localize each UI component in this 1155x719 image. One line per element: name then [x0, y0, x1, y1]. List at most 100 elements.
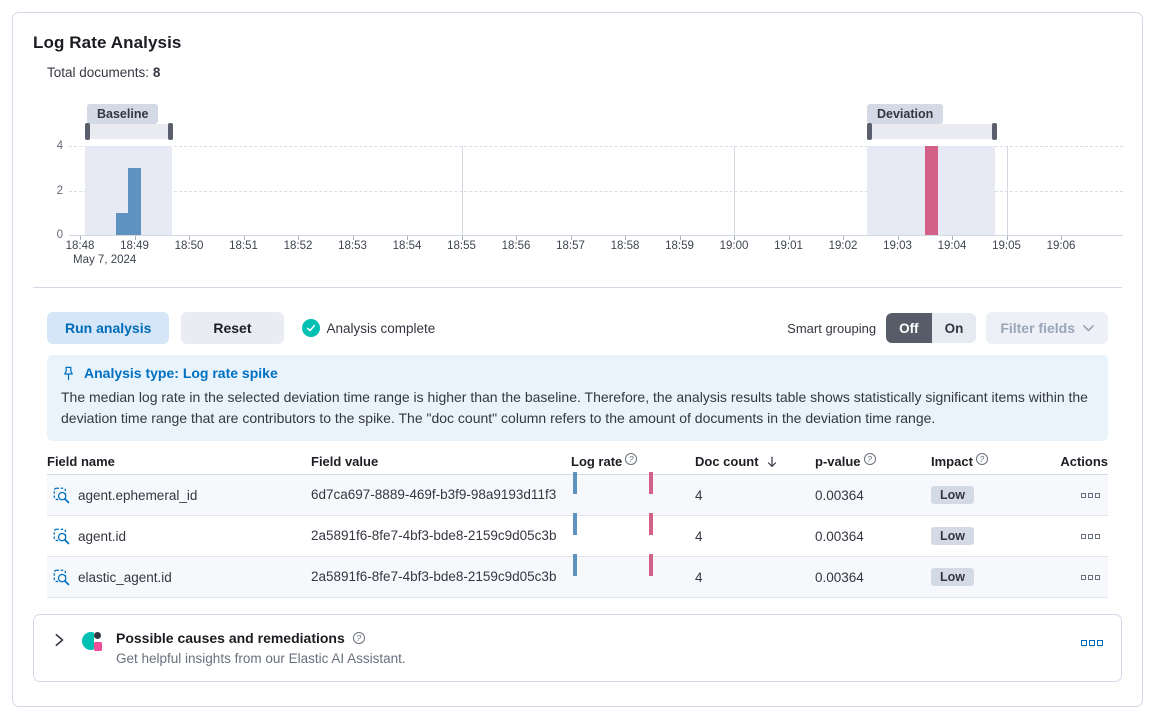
log-rate-analysis-panel: Log Rate Analysis Total documents: 8 Bas…	[12, 12, 1143, 707]
deviation-brush-left-handle[interactable]	[867, 123, 872, 140]
analysis-status-label: Analysis complete	[326, 320, 436, 336]
impact-badge: Low	[931, 527, 974, 545]
x-tick: 19:03	[880, 236, 916, 252]
doc-count-value: 4	[695, 569, 703, 585]
divider	[33, 287, 1122, 288]
question-icon[interactable]: ?	[863, 452, 876, 465]
deviation-badge: Deviation	[867, 104, 944, 124]
row-actions-button[interactable]	[1081, 574, 1100, 580]
smart-grouping-on-button[interactable]: On	[931, 313, 977, 343]
deviation-brush[interactable]	[867, 123, 997, 140]
baseline-mini-bar	[573, 513, 577, 535]
elastic-ai-assistant-icon	[82, 631, 102, 651]
sort-descending-icon	[767, 456, 776, 467]
question-icon[interactable]: ?	[625, 452, 638, 465]
header-p-value[interactable]: p-value?	[815, 452, 931, 469]
baseline-badge: Baseline	[87, 104, 159, 124]
filter-fields-button[interactable]: Filter fields	[986, 312, 1108, 344]
total-documents-label: Total documents:	[47, 65, 150, 80]
question-icon[interactable]: ?	[352, 632, 365, 644]
ai-panel-title: Possible causes and remediations	[116, 630, 345, 646]
field-name: agent.id	[78, 528, 127, 544]
doc-count-value: 4	[695, 487, 703, 503]
possible-causes-panel[interactable]: Possible causes and remediations ? Get h…	[33, 614, 1122, 682]
gridline-1900	[734, 146, 735, 235]
table-row: elastic_agent.id 2a5891f6-8fe7-4bf3-bde8…	[47, 554, 1108, 598]
total-documents-value: 8	[152, 65, 161, 80]
header-log-rate[interactable]: Log rate?	[571, 452, 695, 469]
filter-for-value-icon[interactable]	[53, 569, 70, 586]
row-actions-button[interactable]	[1081, 492, 1100, 498]
baseline-brush-right-handle[interactable]	[168, 123, 173, 140]
x-tick: 19:01	[771, 236, 807, 252]
deviation-mini-bar	[649, 554, 653, 576]
table-row: agent.id 2a5891f6-8fe7-4bf3-bde8-2159c9d…	[47, 513, 1108, 557]
field-value: 2a5891f6-8fe7-4bf3-bde8-2159c9d05c3b	[311, 527, 557, 543]
controls-row: Run analysis Reset Analysis complete Sma…	[47, 312, 1108, 344]
x-tick: 18:59	[662, 236, 698, 252]
x-tick: 19:05	[989, 236, 1025, 252]
filter-for-value-icon[interactable]	[53, 487, 70, 504]
x-tick: 18:55	[444, 236, 480, 252]
analysis-type-callout: Analysis type: Log rate spike The median…	[47, 355, 1108, 441]
impact-badge: Low	[931, 486, 974, 504]
x-tick: 19:00	[716, 236, 752, 252]
smart-grouping-off-button[interactable]: Off	[886, 313, 932, 343]
field-value: 6d7ca697-8889-469f-b3f9-98a9193d11f3	[311, 486, 557, 502]
x-tick: 18:54	[389, 236, 425, 252]
gridline-4	[69, 146, 1123, 147]
x-tick: 18:49	[117, 236, 153, 252]
deviation-brush-right-handle[interactable]	[992, 123, 997, 140]
x-tick: 19:04	[934, 236, 970, 252]
analysis-status: Analysis complete	[301, 319, 436, 337]
page-title: Log Rate Analysis	[33, 33, 182, 52]
filter-for-value-icon[interactable]	[53, 528, 70, 545]
x-tick: 18:48	[62, 236, 98, 252]
x-tick: 18:53	[335, 236, 371, 252]
deviation-mini-bar	[649, 513, 653, 535]
header-field-name: Field name	[47, 454, 115, 469]
reset-button[interactable]: Reset	[181, 312, 284, 344]
callout-title: Analysis type: Log rate spike	[84, 365, 278, 381]
x-axis-date-label: May 7, 2024	[73, 254, 137, 266]
deviation-mini-bar	[649, 472, 653, 494]
deviation-bar	[925, 146, 938, 235]
question-icon[interactable]: ?	[975, 452, 988, 465]
x-tick: 19:02	[825, 236, 861, 252]
p-value: 0.00364	[815, 487, 864, 503]
ai-panel-actions-button[interactable]	[1081, 640, 1103, 646]
table-header-row: Field name Field value Log rate? Doc cou…	[47, 449, 1108, 475]
baseline-brush-left-handle[interactable]	[85, 123, 90, 140]
field-value: 2a5891f6-8fe7-4bf3-bde8-2159c9d05c3b	[311, 568, 557, 584]
check-icon	[301, 319, 320, 337]
gridline-1855	[462, 146, 463, 235]
pin-icon	[64, 366, 73, 380]
baseline-mini-bar	[573, 472, 577, 494]
x-tick: 19:06	[1043, 236, 1079, 252]
row-actions-button[interactable]	[1081, 533, 1100, 539]
smart-grouping-toggle: Off On	[886, 313, 977, 343]
gridline-2	[69, 191, 1123, 192]
header-actions: Actions	[1060, 454, 1108, 469]
total-documents: Total documents: 8	[47, 65, 1122, 80]
baseline-mini-bar	[573, 554, 577, 576]
x-tick: 18:50	[171, 236, 207, 252]
header-doc-count[interactable]: Doc count	[695, 454, 815, 469]
x-tick: 18:52	[280, 236, 316, 252]
x-tick: 18:51	[226, 236, 262, 252]
y-tick-0: 0	[56, 229, 63, 241]
run-analysis-button[interactable]: Run analysis	[47, 312, 170, 344]
gridline-1905	[1007, 146, 1008, 235]
p-value: 0.00364	[815, 569, 864, 585]
x-tick: 18:57	[553, 236, 589, 252]
chevron-down-icon	[1083, 324, 1094, 331]
baseline-bar-2	[128, 168, 141, 235]
chevron-right-icon[interactable]	[52, 633, 66, 647]
header-impact[interactable]: Impact?	[931, 452, 1041, 469]
ai-panel-subtitle: Get helpful insights from our Elastic AI…	[116, 651, 406, 666]
y-tick-4: 4	[56, 140, 63, 152]
analysis-results-table: Field name Field value Log rate? Doc cou…	[47, 449, 1108, 598]
baseline-brush[interactable]	[85, 123, 173, 140]
header-field-value: Field value	[311, 454, 379, 469]
chart-plot-area[interactable]	[69, 146, 1123, 236]
